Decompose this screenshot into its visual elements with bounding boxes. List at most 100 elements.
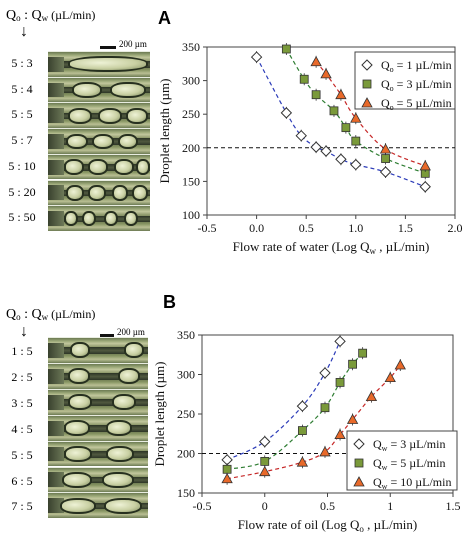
- x-tick-label: -0.5: [193, 499, 212, 513]
- junction-inlet: [48, 368, 64, 384]
- y-tick-label: 350: [177, 328, 195, 342]
- legend-entry: Qo = 1 µL/min: [381, 58, 452, 74]
- series-curve: [226, 364, 401, 480]
- data-point-diamond: [250, 51, 263, 63]
- droplet: [70, 342, 90, 359]
- legend-entry: Qw = 10 µL/min: [373, 475, 451, 491]
- data-point-square: [348, 359, 358, 369]
- data-point-diamond: [335, 153, 347, 165]
- data-point-square: [358, 348, 368, 358]
- flow-ratio-q2: Q: [31, 307, 42, 322]
- droplet: [68, 394, 92, 411]
- data-point-triangle: [365, 390, 378, 402]
- y-tick-label: 300: [177, 368, 195, 382]
- legend-entry: Qo = 3 µL/min: [381, 77, 452, 93]
- data-point-triangle: [379, 143, 392, 154]
- ratio-label: 5 : 50: [8, 210, 36, 225]
- data-point-square: [329, 106, 339, 116]
- data-point-triangle: [419, 160, 431, 171]
- ratio-label: 4 : 5: [11, 421, 33, 436]
- ratio-label: 6 : 5: [11, 473, 33, 488]
- micrograph-strip: [48, 153, 150, 180]
- droplet: [132, 184, 148, 201]
- droplet: [118, 368, 140, 385]
- flow-ratio-sub1: o: [16, 312, 21, 322]
- data-point-diamond: [350, 158, 362, 171]
- junction-inlet: [48, 108, 64, 124]
- data-point-square: [335, 378, 345, 387]
- micrograph-strip: [48, 362, 148, 389]
- microchannel: [48, 215, 150, 222]
- down-arrow-icon: ↓: [20, 323, 28, 340]
- droplet: [110, 82, 146, 98]
- flow-ratio-q1: Q: [6, 307, 17, 322]
- legend-entry: Qw = 5 µL/min: [373, 456, 445, 472]
- x-tick-label: 0.5: [320, 499, 335, 513]
- plot-frame: [206, 46, 456, 216]
- junction-inlet: [48, 446, 64, 462]
- data-point-square: [320, 403, 330, 413]
- microchannel: [48, 502, 148, 510]
- ratio-label: 2 : 5: [11, 369, 33, 384]
- micrograph-strip: [48, 440, 148, 467]
- droplet: [64, 159, 84, 176]
- x-tick-label: 0: [262, 499, 268, 513]
- data-point-square: [299, 74, 309, 84]
- ratio-label: 7 : 5: [11, 499, 33, 514]
- micrograph-strip: [48, 337, 148, 363]
- y-tick-label: 250: [182, 107, 200, 121]
- data-point-triangle: [319, 446, 331, 457]
- micrograph-strip: [48, 179, 150, 206]
- flow-ratio-q2: Q: [31, 8, 42, 23]
- data-point-diamond: [361, 59, 373, 71]
- data-point-diamond: [319, 367, 331, 379]
- y-tick-label: 150: [177, 486, 195, 500]
- micrograph-strip: [48, 51, 150, 77]
- droplet: [66, 184, 84, 201]
- x-tick-label: 1: [387, 499, 393, 513]
- scale-bar-b: [100, 334, 114, 337]
- droplet: [104, 497, 142, 514]
- flow-ratio-sep: :: [20, 8, 32, 23]
- droplet: [60, 497, 96, 514]
- data-point-diamond: [334, 335, 346, 348]
- legend-entry: Qw = 3 µL/min: [373, 437, 445, 453]
- data-point-square: [222, 464, 232, 474]
- chart-a: 100 150 200 250 300 350 -0.5 0.0 0.5 1.0 1.5 2.0 Flo…: [157, 40, 463, 256]
- ratio-label: 5 : 7: [11, 133, 33, 148]
- micrograph-strip: [48, 492, 148, 519]
- scale-label-a: 200 µm: [119, 39, 147, 49]
- micrograph-strip: [48, 466, 148, 493]
- down-arrow-icon: ↓: [20, 23, 28, 40]
- data-point-triangle: [350, 112, 362, 123]
- droplet: [88, 184, 106, 201]
- data-point-triangle: [346, 413, 359, 424]
- microchannel: [48, 451, 148, 458]
- data-point-triangle: [353, 476, 365, 487]
- junction-inlet: [48, 394, 64, 410]
- data-point-triangle: [320, 68, 332, 79]
- ratio-label: 1 : 5: [11, 344, 33, 358]
- microchannel: [48, 399, 148, 406]
- junction-inlet: [48, 185, 64, 201]
- y-tick-label: 250: [177, 407, 195, 421]
- data-point-diamond: [353, 438, 365, 450]
- droplet: [126, 107, 148, 124]
- y-tick-label: 150: [182, 174, 200, 188]
- y-tick-label: 350: [182, 40, 200, 54]
- x-tick-label: 1.0: [348, 221, 363, 235]
- micrograph-strip: [48, 128, 150, 154]
- microchannel: [48, 373, 148, 380]
- data-point-diamond: [296, 400, 309, 412]
- x-axis-label: Flow rate of oil (Log Qo , µL/min): [238, 517, 418, 534]
- junction-inlet: [48, 420, 64, 436]
- legend-entry: Qo = 5 µL/min: [381, 96, 452, 112]
- data-point-triangle: [361, 97, 373, 108]
- data-point-triangle: [296, 456, 309, 467]
- droplet: [64, 446, 92, 462]
- droplet: [124, 210, 138, 227]
- data-point-diamond: [379, 166, 392, 178]
- flow-ratio-sub2: w: [41, 13, 49, 23]
- data-point-square: [311, 90, 321, 100]
- droplet: [92, 133, 114, 150]
